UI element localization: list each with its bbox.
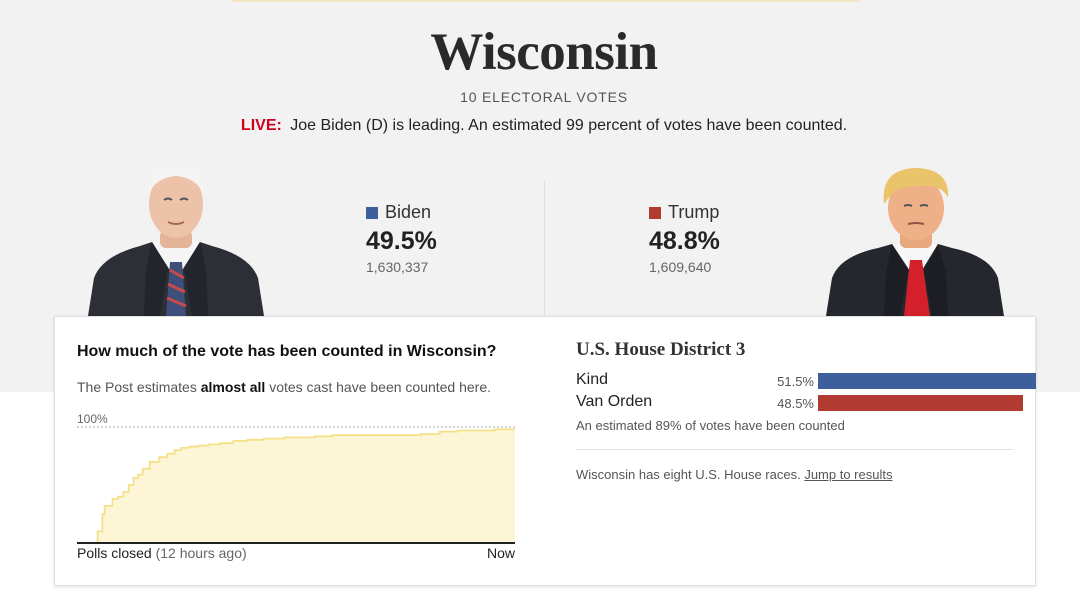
candidate-votes: 1,609,640 — [649, 259, 712, 275]
candidate-name: Biden — [385, 202, 432, 222]
house-row-kind: Kind 51.5% — [576, 371, 1036, 391]
house-candidate-percent: 51.5% — [777, 374, 814, 389]
biden-color-swatch — [366, 206, 378, 219]
house-row-van-orden: Van Orden 48.5% — [576, 393, 1024, 413]
house-bar-van-orden — [818, 395, 1024, 411]
polls-closed-detail: (12 hours ago) — [155, 545, 247, 561]
top-rule — [232, 0, 860, 2]
biden-portrait — [88, 166, 264, 316]
vote-count-description: The Post estimates almost all votes cast… — [77, 379, 491, 395]
house-count-note: An estimated 89% of votes have been coun… — [576, 418, 845, 433]
candidate-percent: 48.8% — [649, 227, 720, 255]
trump-color-swatch — [649, 206, 661, 219]
vote-count-chart: 100% — [77, 412, 515, 544]
house-district-title: U.S. House District 3 — [576, 339, 746, 360]
chart-area-fill — [77, 429, 515, 543]
candidate-votes: 1,630,337 — [366, 259, 429, 275]
house-races-text: Wisconsin has eight U.S. House races. — [576, 467, 805, 482]
desc-suffix: votes cast have been counted here. — [265, 379, 492, 395]
candidate-divider — [544, 180, 545, 316]
house-separator — [576, 449, 1013, 450]
live-status: LIVE: Joe Biden (D) is leading. An estim… — [0, 117, 1080, 135]
electoral-votes: 10 ELECTORAL VOTES — [460, 89, 628, 105]
chart-start-label: Polls closed (12 hours ago) — [77, 545, 247, 561]
candidate-percent: 49.5% — [366, 227, 437, 255]
house-candidate-percent: 48.5% — [777, 396, 814, 411]
chart-end-label: Now — [487, 545, 516, 561]
live-text: Joe Biden (D) is leading. An estimated 9… — [290, 117, 848, 134]
candidate-trump: Trump 48.8% 1,609,640 — [649, 202, 720, 275]
desc-prefix: The Post estimates — [77, 379, 201, 395]
candidate-name: Trump — [668, 202, 720, 222]
state-title: Wisconsin — [430, 23, 658, 81]
house-candidate-name: Kind — [576, 371, 609, 388]
chart-top-label: 100% — [77, 412, 108, 426]
jump-to-results-link[interactable]: Jump to results — [804, 467, 893, 482]
house-candidate-name: Van Orden — [576, 393, 653, 410]
desc-emphasis: almost all — [200, 379, 266, 395]
house-races-note: Wisconsin has eight U.S. House races. Ju… — [576, 467, 892, 482]
house-bar-kind — [818, 373, 1036, 389]
results-card: How much of the vote has been counted in… — [54, 316, 1036, 586]
live-label: LIVE: — [240, 117, 282, 134]
polls-closed-label: Polls closed — [77, 545, 152, 561]
trump-portrait — [826, 168, 1004, 316]
candidate-biden: Biden 49.5% 1,630,337 — [366, 202, 437, 275]
vote-count-title: How much of the vote has been counted in… — [77, 343, 497, 360]
chart-series-line — [77, 428, 515, 544]
